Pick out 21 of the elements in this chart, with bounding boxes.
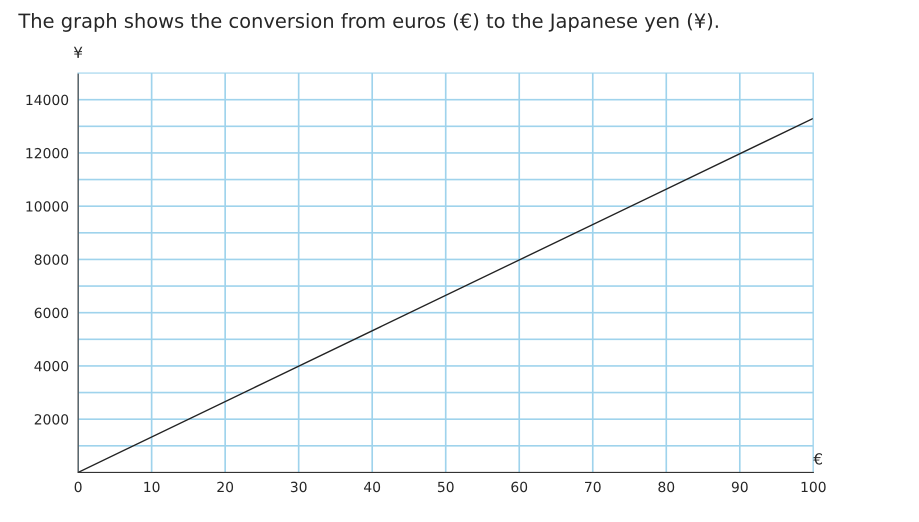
chart-title: The graph shows the conversion from euros (€) to the Japanese yen (¥).: [18, 13, 718, 32]
x-tick-label: 80: [658, 482, 674, 492]
y-tick-label: 10000: [26, 201, 68, 212]
x-tick-label: 50: [438, 482, 454, 492]
y-tick-label: 14000: [26, 94, 68, 106]
x-tick-label: 90: [732, 482, 748, 492]
x-axis-title: €: [813, 453, 822, 465]
y-tick-label: 2000: [34, 414, 68, 425]
y-tick-label: 4000: [34, 360, 68, 372]
x-tick-label: 0: [74, 482, 82, 492]
x-tick-label: 60: [511, 482, 528, 492]
x-tick-label: 40: [364, 482, 380, 492]
x-tick-label: 100: [802, 482, 826, 492]
x-tick-label: 70: [585, 482, 601, 492]
x-tick-label: 20: [217, 482, 234, 492]
y-tick-label: 12000: [26, 148, 68, 158]
x-tick-label: 10: [144, 482, 160, 492]
y-tick-label: 6000: [34, 308, 68, 318]
y-tick-label: 8000: [34, 254, 68, 265]
y-axis-title: ¥: [74, 46, 82, 58]
x-tick-label: 30: [290, 482, 307, 492]
